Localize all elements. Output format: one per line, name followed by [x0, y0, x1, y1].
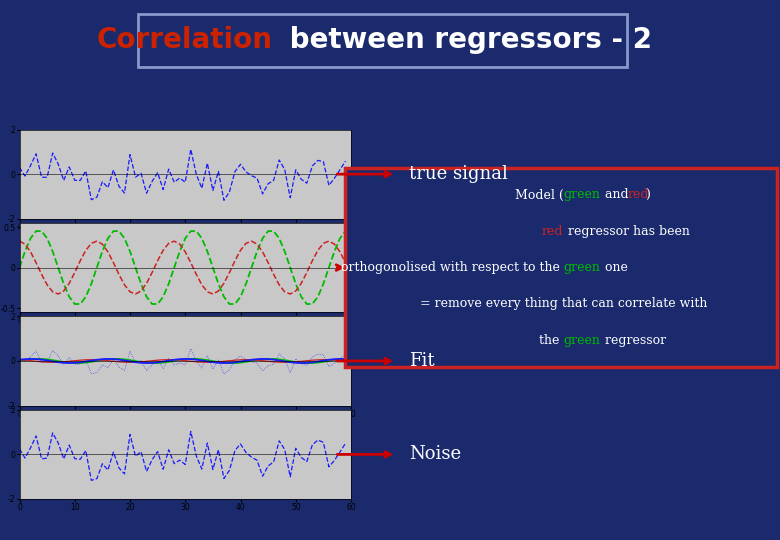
- Text: ): ): [645, 188, 650, 201]
- Text: one: one: [601, 261, 629, 274]
- Text: = remove every thing that can correlate with: = remove every thing that can correlate …: [420, 298, 707, 310]
- Text: Correlation: Correlation: [97, 26, 272, 55]
- Text: Noise: Noise: [410, 446, 462, 463]
- Text: orthogonolised with respect to the: orthogonolised with respect to the: [341, 261, 563, 274]
- Text: green: green: [563, 261, 601, 274]
- Text: true signal: true signal: [410, 165, 509, 183]
- Text: and: and: [601, 188, 633, 201]
- Text: green: green: [563, 188, 601, 201]
- FancyBboxPatch shape: [346, 168, 778, 367]
- FancyBboxPatch shape: [137, 14, 627, 67]
- Text: red: red: [627, 188, 649, 201]
- Text: regressor: regressor: [601, 334, 667, 347]
- Text: green: green: [563, 334, 601, 347]
- Text: regressor has been: regressor has been: [563, 225, 690, 238]
- Text: between regressors - 2: between regressors - 2: [280, 26, 652, 55]
- Text: Fit: Fit: [410, 352, 435, 370]
- Text: Model (: Model (: [515, 188, 563, 201]
- Text: red: red: [542, 225, 563, 238]
- Text: the: the: [539, 334, 563, 347]
